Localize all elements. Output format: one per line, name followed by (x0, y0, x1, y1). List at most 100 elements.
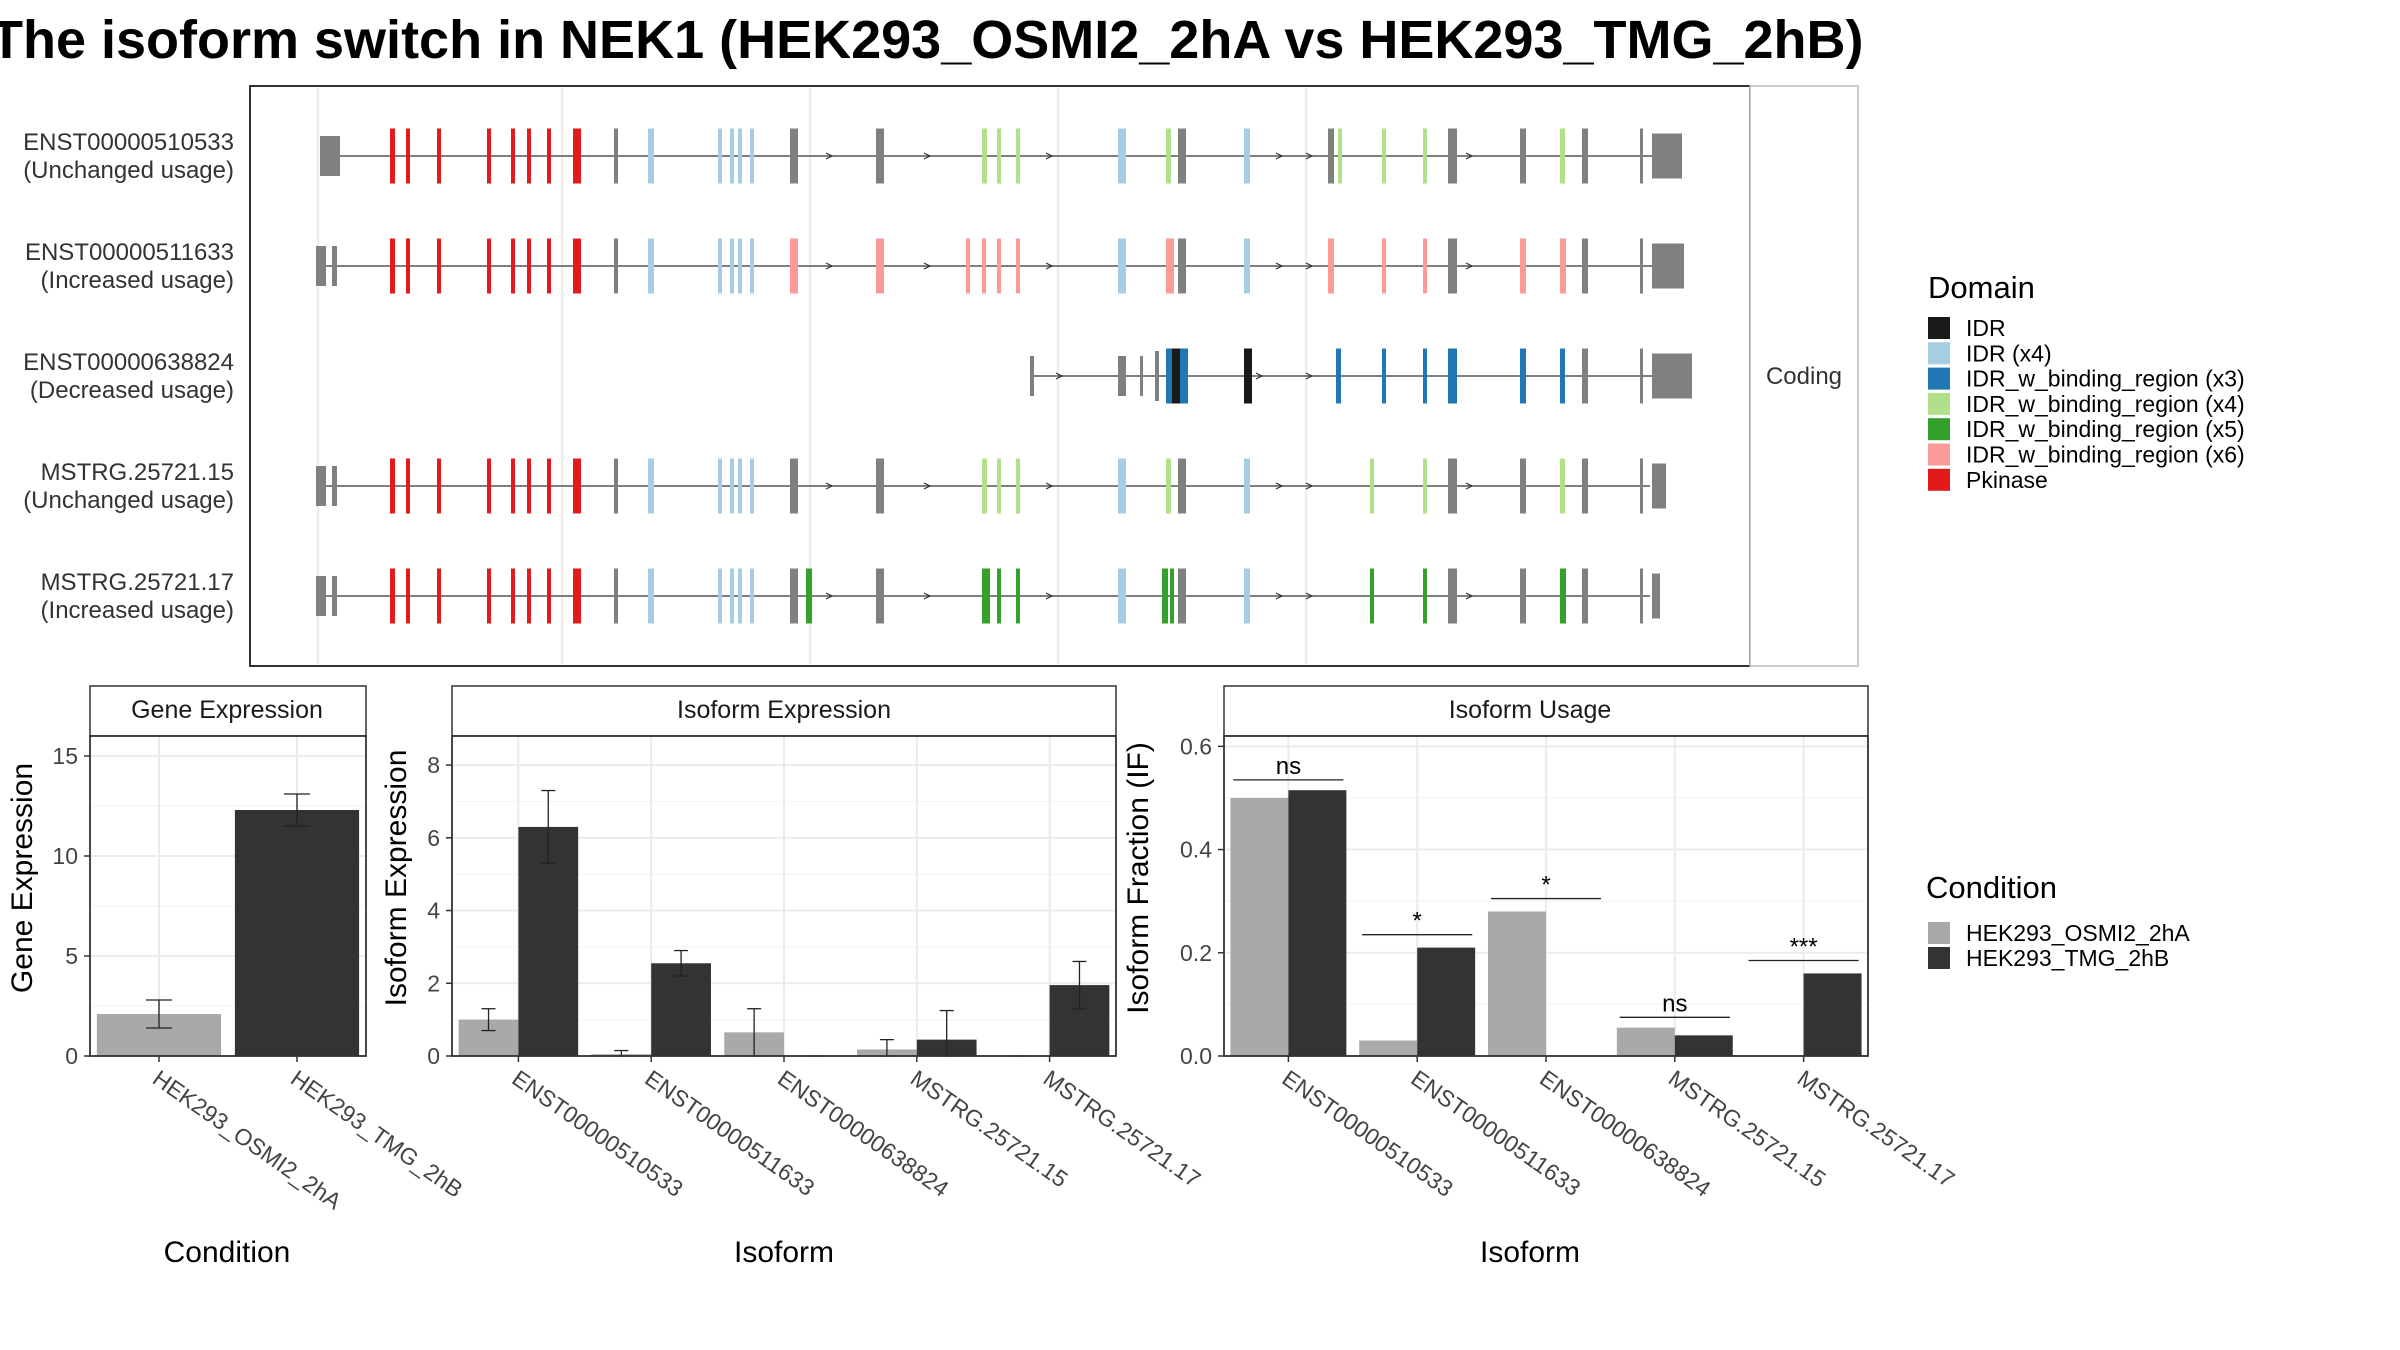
y-tick-label: 8 (427, 752, 440, 778)
gene-expression-xlabel: Condition (164, 1236, 291, 1269)
transcript-id: MSTRG.25721.17 (41, 569, 234, 596)
exon-block (406, 128, 410, 184)
bar (651, 963, 711, 1056)
exon-block (1180, 348, 1188, 404)
transcript-row: ENST00000638824(Decreased usage) (23, 348, 1692, 404)
isoform-expression-strip-title: Isoform Expression (677, 696, 891, 724)
isoform-expression-ylabel: Isoform Expression (380, 750, 413, 1007)
exon-block (982, 568, 990, 624)
exon-block (390, 568, 395, 624)
y-tick-label: 0.6 (1180, 733, 1212, 759)
exon-block (806, 568, 812, 624)
exon-block (511, 568, 515, 624)
exon-block (547, 458, 551, 514)
exon-block (790, 238, 798, 294)
exon-block (1382, 348, 1386, 404)
isoform-expression-panel: Isoform Expression Isoform Isoform Expre… (380, 685, 1205, 1269)
exon-block (648, 128, 654, 184)
strand-arrow (825, 592, 834, 600)
exon-block (1244, 238, 1250, 294)
exon-block (1520, 568, 1526, 624)
strand-arrow (923, 592, 932, 600)
exon-block (730, 458, 734, 514)
strand-arrow (825, 262, 834, 270)
transcript-row: ENST00000510533(Unchanged usage) (23, 128, 1682, 184)
condition-legend-swatch (1928, 922, 1950, 944)
exon-block (1582, 568, 1588, 624)
domain-legend-swatch (1928, 468, 1950, 491)
domain-legend-swatch (1928, 443, 1950, 466)
exon-block (1448, 238, 1457, 294)
exon-block (1118, 356, 1126, 396)
exon-block (997, 238, 1001, 294)
exon-block (876, 458, 884, 514)
exon-block (730, 238, 734, 294)
strand-arrow (923, 152, 932, 160)
exon-block (1560, 458, 1565, 514)
strand-arrow (825, 152, 834, 160)
transcript-usage: (Decreased usage) (30, 377, 234, 404)
structure-rows: ENST00000510533(Unchanged usage) ENST0000… (23, 128, 1692, 624)
transcript-usage: (Unchanged usage) (23, 157, 234, 184)
domain-legend-label: IDR_w_binding_region (x6) (1966, 442, 2245, 468)
strand-arrow (1305, 482, 1314, 490)
transcript-usage: (Increased usage) (41, 267, 234, 294)
transcript-id: ENST00000511633 (25, 239, 234, 266)
facet-strip (1749, 85, 1859, 667)
isoform-usage-strip-title: Isoform Usage (1449, 696, 1612, 724)
exon-block (1382, 238, 1386, 294)
panel-strip (1223, 685, 1869, 737)
strand-arrow (1055, 372, 1064, 380)
exon-block (1448, 568, 1457, 624)
strand-arrow (1275, 592, 1284, 600)
exon-block (648, 568, 654, 624)
condition-legend-label: HEK293_TMG_2hB (1966, 945, 2169, 971)
exon-block (1640, 348, 1643, 404)
domain-legend-swatch (1928, 392, 1950, 415)
bar (1359, 1040, 1418, 1056)
exon-block (1520, 238, 1526, 294)
exon-block (750, 128, 754, 184)
exon-block (406, 458, 410, 514)
exon-block (997, 568, 1001, 624)
exon-block (437, 458, 441, 514)
exon-block (316, 466, 326, 506)
exon-block (718, 568, 722, 624)
exon-block (1244, 458, 1250, 514)
domain-legend-label: IDR_w_binding_region (x4) (1966, 391, 2245, 417)
exon-block (1370, 568, 1374, 624)
exon-block (1178, 568, 1186, 624)
gene-expression-panel: Gene Expression Condition Gene Expressio… (6, 685, 468, 1269)
exon-block (573, 238, 581, 294)
exon-block (1640, 568, 1643, 624)
exon-block (982, 458, 987, 514)
exon-block (1640, 128, 1643, 184)
exon-block (1652, 463, 1666, 509)
exon-block (1178, 128, 1186, 184)
exon-block (1652, 353, 1692, 399)
exon-block (511, 458, 515, 514)
domain-legend-swatch (1928, 342, 1950, 365)
exon-block (573, 128, 581, 184)
exon-block (547, 128, 551, 184)
exon-block (1560, 128, 1565, 184)
exon-block (1560, 348, 1565, 404)
panel-frame (89, 735, 367, 1057)
bar (1488, 911, 1546, 1056)
bar (234, 810, 360, 1056)
exon-block (1640, 238, 1643, 294)
exon-block (1166, 128, 1171, 184)
exon-block (738, 458, 742, 514)
strand-arrow (1465, 482, 1474, 490)
exon-block (1520, 348, 1526, 404)
exon-block (1170, 568, 1174, 624)
exon-block (1016, 568, 1020, 624)
exon-block (1166, 238, 1174, 294)
exon-block (1370, 458, 1374, 514)
exon-block (1382, 128, 1386, 184)
exon-block (1172, 348, 1180, 404)
strand-arrow (1255, 372, 1264, 380)
domain-legend-label: Pkinase (1966, 467, 2048, 493)
